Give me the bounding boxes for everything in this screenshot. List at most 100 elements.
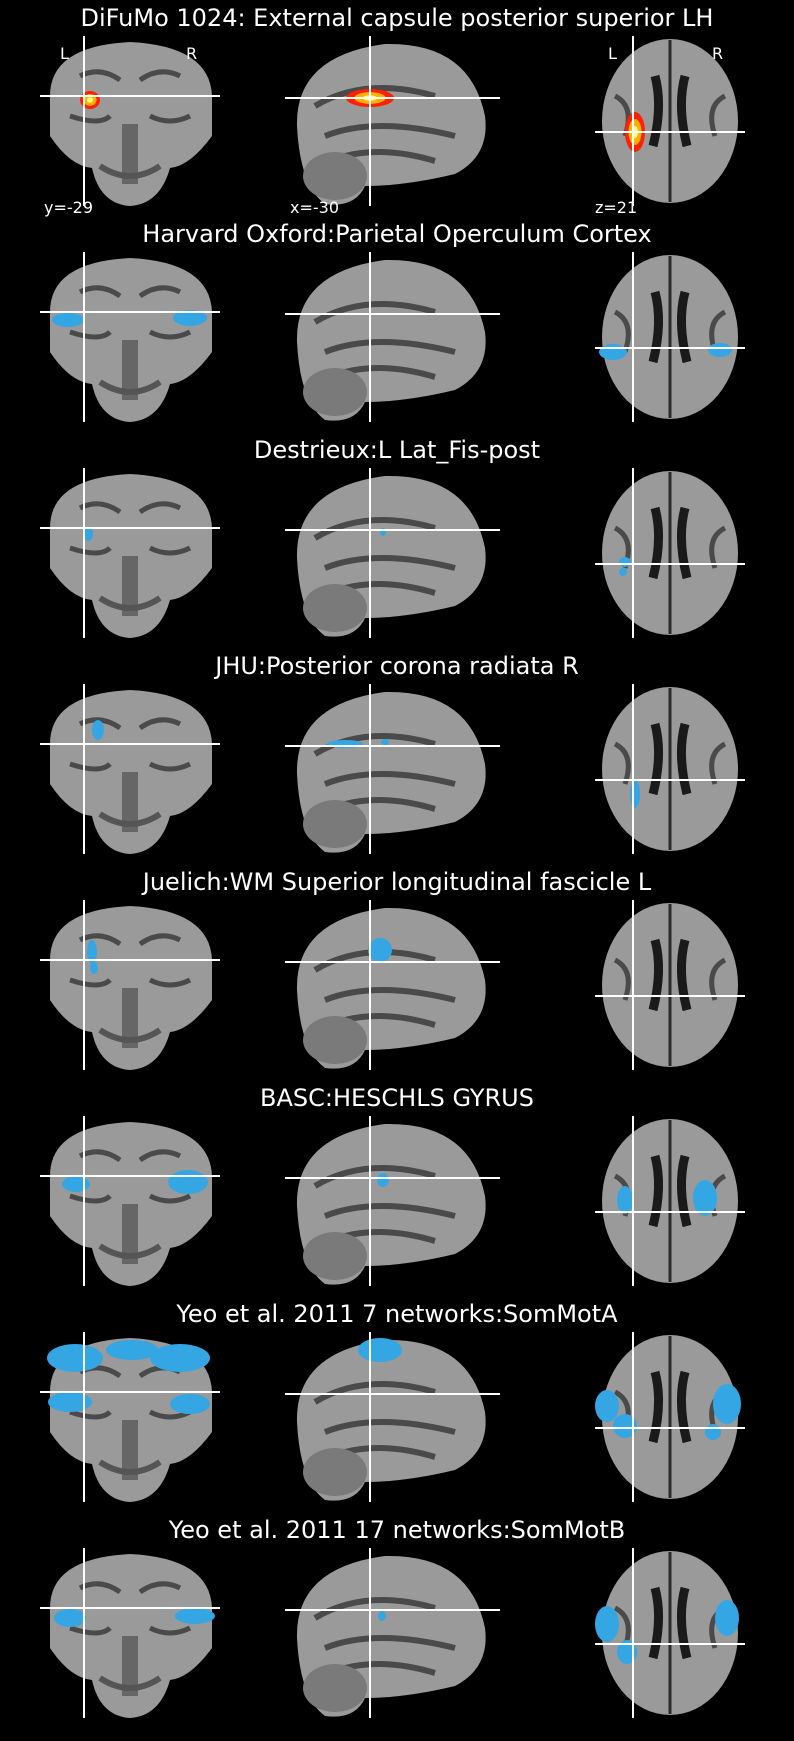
- sagittal-slice-view: [285, 684, 500, 854]
- coronal-cerebellum: [98, 1459, 162, 1475]
- coronal-slice-view: [40, 900, 220, 1070]
- atlas-region-title: JHU:Posterior corona radiata R: [215, 652, 579, 680]
- sagittal-slice-view: [285, 468, 500, 638]
- coronal-cerebellum: [98, 811, 162, 827]
- axial-slice-view: [595, 468, 745, 638]
- atlas-overlay-region: [358, 1338, 402, 1362]
- coronal-sulci: [69, 69, 192, 124]
- axial-ventricles: [648, 1586, 692, 1660]
- sagittal-slice-view: [285, 1548, 500, 1718]
- atlas-overlay-region: [713, 1384, 741, 1424]
- axial-ventricles: [648, 506, 692, 580]
- coronal-left-label: L: [60, 44, 69, 63]
- sagittal-slice-view: [285, 1116, 500, 1286]
- axial-ventricles: [648, 1154, 692, 1228]
- coronal-slice-view: [40, 36, 220, 206]
- sagittal-cerebellum: [303, 368, 367, 416]
- axial-slice-view: [595, 684, 745, 854]
- coronal-sulci: [69, 285, 192, 340]
- atlas-overlay-region: [693, 1180, 717, 1216]
- atlas-overlay-region: [150, 1344, 210, 1372]
- atlas-overlay-region: [168, 1170, 208, 1194]
- heatmap-peak: [87, 97, 93, 103]
- sagittal-cerebellum: [303, 1664, 367, 1712]
- coronal-sulci: [69, 933, 192, 988]
- atlas-overlay-region: [378, 1611, 386, 1621]
- atlas-overlay-region: [52, 313, 84, 327]
- atlas-overlay-region: [599, 344, 627, 360]
- axial-slice-view: [595, 1116, 745, 1286]
- coronal-cerebellum: [98, 1027, 162, 1043]
- atlas-overlay-region: [595, 1390, 619, 1422]
- sagittal-slice-view: [285, 1332, 500, 1502]
- atlas-region-title: BASC:HESCHLS GYRUS: [260, 1084, 534, 1112]
- atlas-overlay-region: [106, 1340, 158, 1360]
- coronal-cerebellum: [98, 163, 162, 179]
- atlas-overlay-region: [368, 938, 392, 962]
- coronal-slice-view: [40, 468, 220, 638]
- coronal-sulci: [69, 1149, 192, 1204]
- atlas-overlay-region: [48, 1392, 92, 1412]
- coronal-brainstem: [122, 1636, 138, 1696]
- atlas-region-title: Destrieux:L Lat_Fis-post: [253, 436, 541, 464]
- atlas-overlay-region: [83, 527, 93, 541]
- axial-ventricles: [648, 74, 692, 148]
- coronal-cerebellum: [98, 595, 162, 611]
- coronal-brainstem: [122, 556, 138, 616]
- coronal-cerebellum: [98, 1243, 162, 1259]
- coronal-sulci: [69, 501, 192, 556]
- axial-ventricles: [648, 1370, 692, 1444]
- sagittal-cerebellum: [303, 1016, 367, 1064]
- coronal-slice-view: [40, 684, 220, 854]
- coronal-brainstem: [122, 124, 138, 184]
- sagittal-cerebellum: [303, 152, 367, 200]
- atlas-overlay-region: [170, 1394, 210, 1414]
- coronal-coordinate: y=-29: [44, 198, 94, 217]
- coronal-right-label: R: [186, 44, 198, 63]
- atlas-overlay-region: [381, 739, 389, 745]
- atlas-overlay-region: [173, 310, 207, 326]
- axial-slice-view: [595, 252, 745, 422]
- atlas-overlay-region: [708, 343, 732, 357]
- coronal-cerebellum: [98, 379, 162, 395]
- axial-slice-view: [595, 1548, 745, 1718]
- sagittal-slice-view: [285, 900, 500, 1070]
- atlas-overlay-region: [715, 1600, 739, 1636]
- axial-ventricles: [648, 722, 692, 796]
- coronal-sulci: [69, 717, 192, 772]
- sagittal-slice-view: [285, 36, 500, 206]
- coronal-brainstem: [122, 1204, 138, 1264]
- atlas-region-title: Juelich:WM Superior longitudinal fascicl…: [142, 868, 652, 896]
- axial-left-label: L: [608, 44, 617, 63]
- atlas-region-title: Yeo et al. 2011 17 networks:SomMotB: [168, 1516, 626, 1544]
- coronal-slice-view: [40, 252, 220, 422]
- sagittal-cerebellum: [303, 800, 367, 848]
- atlas-overlay-region: [62, 1176, 90, 1192]
- axial-slice-view: [595, 900, 745, 1070]
- atlas-overlay-region: [705, 1424, 721, 1440]
- atlas-overlay-region: [47, 1344, 103, 1372]
- atlas-region-title: Harvard Oxford:Parietal Operculum Cortex: [142, 220, 652, 248]
- atlas-overlay-region: [175, 1608, 215, 1624]
- atlas-overlay-region: [617, 1186, 633, 1214]
- coronal-brainstem: [122, 988, 138, 1048]
- sagittal-cerebellum: [303, 1448, 367, 1496]
- coronal-sulci: [69, 1581, 192, 1636]
- coronal-slice-view: [40, 1332, 220, 1502]
- coronal-cerebellum: [98, 1675, 162, 1691]
- atlas-overlay-region: [90, 962, 98, 974]
- atlas-region-title: DiFuMo 1024: External capsule posterior …: [80, 4, 714, 32]
- atlas-region-title: Yeo et al. 2011 7 networks:SomMotA: [176, 1300, 618, 1328]
- atlas-overlay-region: [54, 1609, 86, 1627]
- axial-slice-view: [595, 1332, 745, 1502]
- sagittal-slice-view: [285, 252, 500, 422]
- sagittal-cerebellum: [303, 584, 367, 632]
- axial-coordinate: z=21: [595, 198, 638, 217]
- atlas-overlay-region: [619, 557, 631, 567]
- coronal-brainstem: [122, 1420, 138, 1480]
- axial-right-label: R: [712, 44, 724, 63]
- coronal-slice-view: [40, 1116, 220, 1286]
- axial-slice-view: [595, 36, 745, 206]
- atlas-overlay-region: [87, 940, 97, 964]
- atlas-overlay-region: [377, 1173, 389, 1187]
